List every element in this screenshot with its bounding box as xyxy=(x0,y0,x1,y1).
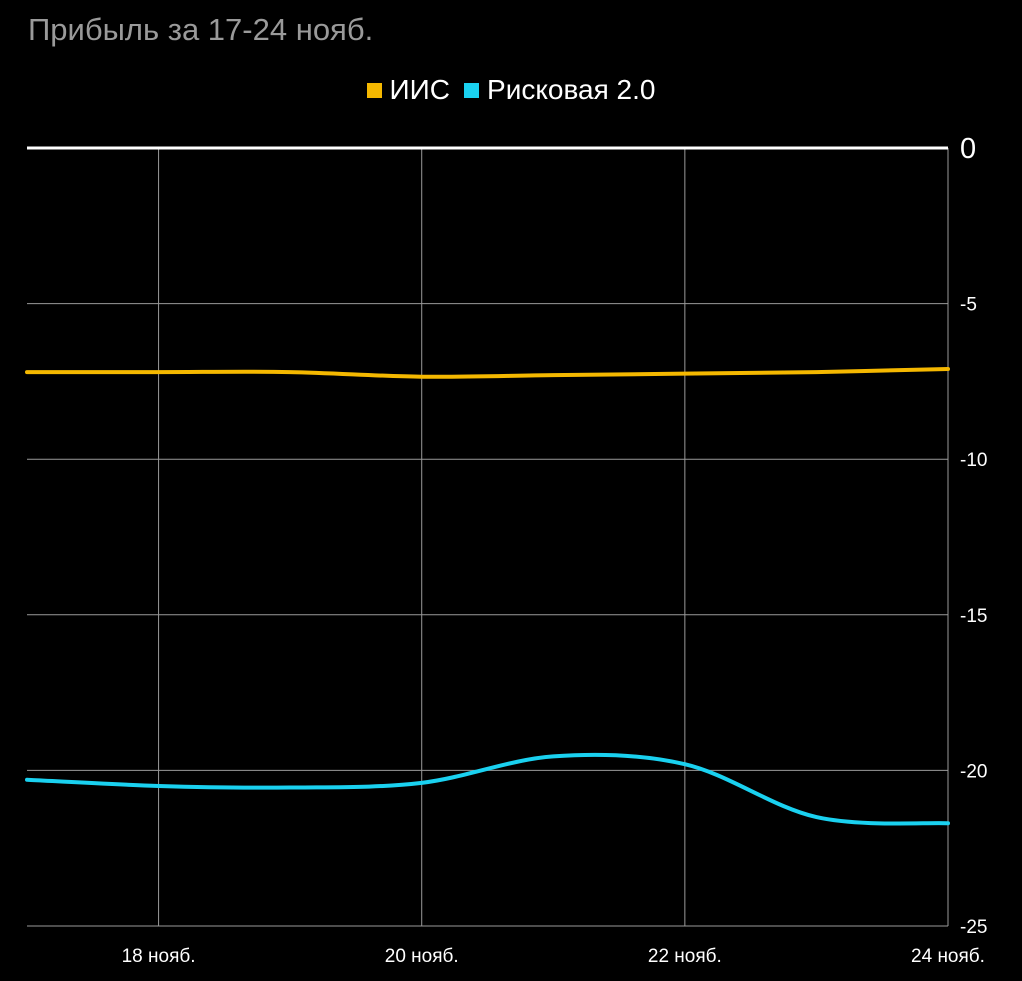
y-tick-label: -15 xyxy=(960,606,987,627)
x-tick-label: 18 нояб. xyxy=(122,946,196,967)
y-tick-label: -10 xyxy=(960,450,987,471)
y-tick-label: -20 xyxy=(960,761,987,782)
x-tick-label: 22 нояб. xyxy=(648,946,722,967)
y-tick-label: 0 xyxy=(960,133,976,165)
series-line-risk xyxy=(25,752,950,826)
legend-label-iis: ИИС xyxy=(389,74,451,105)
legend-swatch-risk xyxy=(464,82,480,98)
legend: ИИС Рисковая 2.0 xyxy=(0,74,1022,106)
legend-item-iis: ИИС xyxy=(366,74,451,106)
series-line-iis xyxy=(25,366,950,379)
y-tick-label: -5 xyxy=(960,295,977,316)
y-tick-label: -25 xyxy=(960,917,987,938)
chart-title: Прибыль за 17-24 нояб. xyxy=(28,12,374,47)
x-tick-label: 24 нояб. xyxy=(911,946,985,967)
legend-label-risk: Рисковая 2.0 xyxy=(487,74,656,105)
x-tick-label: 20 нояб. xyxy=(385,946,459,967)
legend-item-risk: Рисковая 2.0 xyxy=(464,74,655,106)
legend-swatch-iis xyxy=(366,82,382,98)
